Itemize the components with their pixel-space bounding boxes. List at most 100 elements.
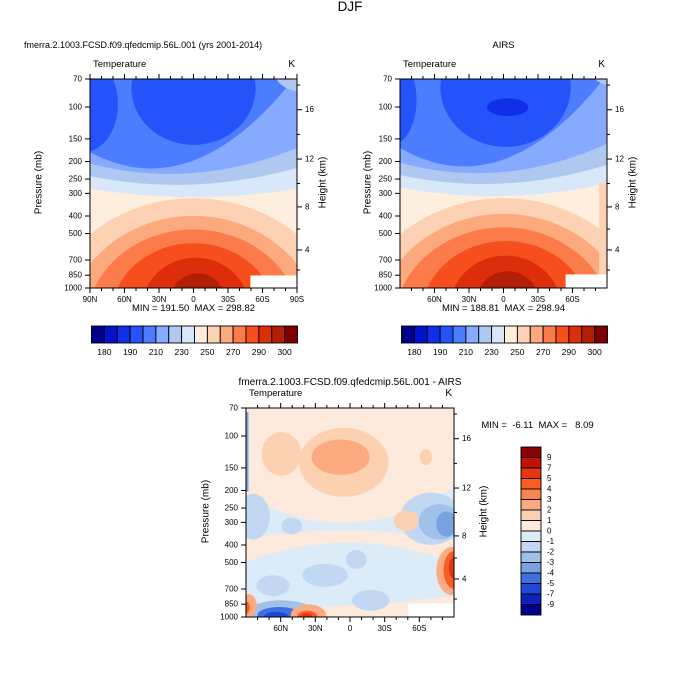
colorbar-obs: 180 190 210 230 250 270 290 300 (401, 325, 608, 357)
colorbar-cell (194, 325, 208, 344)
contour-fill (302, 563, 348, 587)
colorbar-label: 4 (547, 485, 552, 494)
panel-obs-subtitle-right: K (598, 59, 605, 70)
panel-diff-minmax: MIN = -6.11 MAX = 8.09 (481, 420, 594, 431)
y-tick-label: 1000 (64, 284, 82, 293)
contour-fill (246, 542, 454, 608)
height-tick-label: 16 (462, 434, 471, 443)
x-tick-label: 60N (273, 624, 288, 633)
y-tick-label: 700 (379, 255, 393, 264)
panel-obs-header: AIRS (492, 40, 515, 51)
colorbar-label: 300 (278, 347, 292, 357)
colorbar-cell (520, 583, 542, 595)
colorbar-cell (103, 325, 118, 344)
colorbar-cell (520, 541, 542, 553)
panel-obs-tick-labels: 60N 30N 0 30S 60S 70 100 150 200 250 300 400 500 700 8… (374, 75, 624, 305)
contour-fill (250, 275, 297, 288)
colorbar-cell (426, 325, 441, 344)
y-tick-label: 150 (225, 463, 239, 472)
x-tick-label: 90N (83, 295, 98, 304)
colorbar-cell (568, 325, 583, 344)
colorbar-label: -5 (547, 579, 555, 588)
contour-fill (599, 183, 607, 276)
colorbar-cell (284, 325, 298, 344)
colorbar-cell (258, 325, 273, 344)
colorbar-label: 270 (536, 347, 550, 357)
contour-fill (90, 79, 118, 152)
contour-fill (393, 510, 419, 532)
y-tick-label: 1000 (220, 613, 238, 622)
colorbar-label: 0 (547, 527, 552, 536)
colorbar-cell (555, 325, 570, 344)
panel-diff-tick-labels: 60N 30N 0 30S 60S 70 100 150 200 250 300 400 500 700 8… (220, 404, 471, 634)
x-tick-label: 0 (501, 295, 506, 304)
colorbar-label: -4 (547, 569, 555, 578)
height-tick-label: 12 (462, 484, 471, 493)
y-tick-label: 200 (379, 157, 393, 166)
height-tick-label: 4 (615, 245, 620, 254)
contour-fill (352, 589, 390, 611)
colorbar-label: 180 (407, 347, 421, 357)
colorbar-cell (478, 325, 493, 344)
colorbar-cell (520, 478, 542, 490)
colorbar-label: -9 (547, 600, 555, 609)
panel-model-tick-labels: 90N 60N 30N 0 30S 60S 90S 70 100 150 200 250 300 400 5… (64, 75, 314, 305)
colorbar-cell (520, 551, 542, 563)
colorbar-cell (594, 325, 608, 344)
colorbar-label: -3 (547, 558, 555, 567)
panel-model-subtitle-left: Temperature (93, 59, 147, 70)
panel-diff-ticks (241, 403, 459, 622)
colorbar-cell (168, 325, 183, 344)
x-tick-label: 60S (412, 624, 426, 633)
colorbar-cell (520, 457, 542, 469)
contour-fill (292, 79, 297, 82)
panel-obs-ticks (395, 74, 612, 293)
contour-fill (246, 412, 249, 492)
height-tick-label: 12 (305, 155, 314, 164)
colorbar-cell (271, 325, 286, 344)
x-tick-label: 30N (308, 624, 323, 633)
contour-fill (345, 550, 367, 569)
y-tick-label: 300 (69, 189, 83, 198)
contour-fill (146, 257, 245, 288)
colorbar-cell (529, 325, 544, 344)
y-tick-label: 200 (69, 157, 83, 166)
x-tick-label: 60N (117, 295, 132, 304)
x-tick-label: 60S (255, 295, 269, 304)
colorbar-label: -7 (547, 590, 555, 599)
contour-fill (281, 517, 303, 535)
x-tick-label: 0 (191, 295, 196, 304)
y-tick-label: 70 (229, 404, 238, 413)
colorbar-label: 3 (547, 495, 552, 504)
panel-model-ticks (85, 74, 302, 293)
colorbar-label: 2 (547, 506, 552, 515)
colorbar-cell (516, 325, 531, 344)
height-tick-label: 12 (615, 155, 624, 164)
colorbar-label: 190 (433, 347, 447, 357)
colorbar-model: 180 190 210 230 250 270 290 300 (91, 325, 298, 357)
y-tick-label: 70 (383, 75, 392, 84)
page-title: DJF (337, 0, 363, 14)
y-tick-label: 250 (225, 504, 239, 513)
colorbar-cell (520, 488, 542, 500)
panel-diff-subtitle-right: K (445, 388, 452, 399)
y-tick-label: 250 (69, 175, 83, 184)
colorbar-label: 210 (149, 347, 163, 357)
colorbar-cell (439, 325, 454, 344)
colorbar-cell (232, 325, 247, 344)
height-tick-label: 8 (305, 202, 310, 211)
panel-model-field (90, 79, 297, 288)
colorbar-cell (520, 530, 542, 542)
x-tick-label: 30N (462, 295, 477, 304)
colorbar-cell (581, 325, 596, 344)
y-tick-label: 1000 (374, 284, 392, 293)
x-tick-label: 90S (290, 295, 304, 304)
x-tick-label: 30S (531, 295, 545, 304)
colorbar-cell (116, 325, 131, 344)
colorbar-diff: 9 75 43 21 0-1 -2-3 -4-5 -7-9 (520, 446, 555, 616)
y-tick-label: 500 (225, 558, 239, 567)
colorbar-cell (401, 325, 415, 344)
colorbar-label: 270 (226, 347, 240, 357)
contour-fill (131, 79, 256, 145)
